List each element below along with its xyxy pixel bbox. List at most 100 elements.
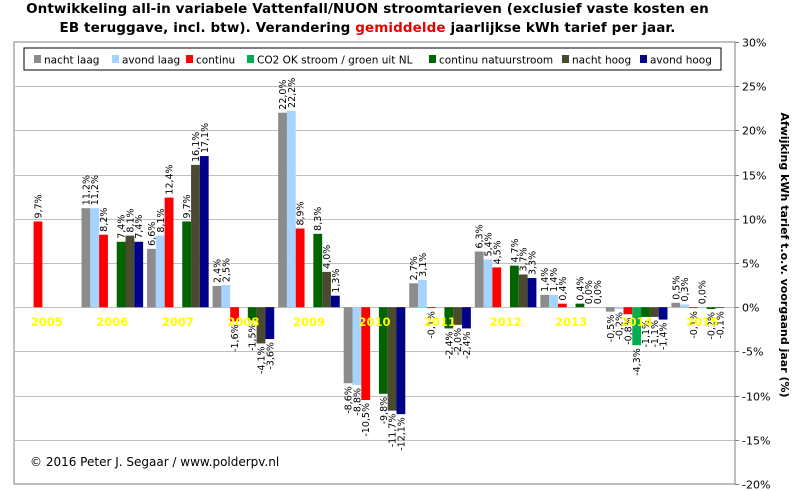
data-label: 3,7% [519, 247, 530, 271]
chart-title: Ontwikkeling all-in variabele Vattenfall… [0, 0, 735, 38]
data-label: 7,4% [117, 215, 128, 239]
bar [549, 294, 558, 308]
data-label: 22,0% [278, 80, 289, 110]
bar [256, 307, 266, 344]
bar [605, 307, 615, 312]
bar [247, 307, 257, 321]
legend-entry: nacht laag [44, 55, 99, 67]
legend-swatch [186, 55, 193, 63]
data-label: 6,3% [475, 224, 486, 248]
category-label: 2013 [555, 315, 587, 329]
bar [191, 164, 200, 308]
category-label: 2007 [162, 315, 194, 329]
data-label: -0,1% [689, 311, 700, 339]
legend-swatch [112, 55, 119, 63]
data-label: -1,6% [230, 324, 241, 352]
data-label: 11,2% [81, 175, 92, 205]
bar [689, 307, 698, 309]
data-label: 5,4% [483, 232, 494, 256]
bar [509, 265, 519, 308]
legend-entry: continu natuurstroom [439, 55, 553, 67]
bar [90, 208, 100, 308]
data-label: 0,4% [575, 277, 586, 301]
bar [155, 235, 165, 308]
data-label: 6,6% [147, 222, 158, 246]
y-axis-label: Afwijking kWh tarief t.o.v. voorgaand ja… [778, 112, 791, 397]
data-label: -4,1% [257, 346, 268, 374]
legend-swatch [640, 55, 647, 63]
bar [518, 274, 528, 308]
bar [426, 307, 436, 309]
category-label: 2011 [424, 315, 456, 329]
legend-entry: avond hoog [650, 55, 712, 67]
data-label: 3,1% [418, 253, 429, 277]
data-label: 8,1% [156, 208, 167, 232]
data-label: -0,1% [715, 311, 726, 339]
bar [715, 307, 725, 309]
bar [352, 307, 362, 385]
data-label: -2,4% [462, 331, 473, 359]
bar [164, 197, 174, 308]
y-tick-label: -10% [742, 391, 770, 404]
legend-box [23, 47, 722, 71]
bar [322, 271, 331, 308]
data-label: 2,7% [409, 256, 420, 280]
bar [614, 307, 624, 309]
data-label: 22,2% [287, 78, 298, 108]
gridlines [14, 42, 735, 485]
bar [649, 307, 659, 317]
y-tick-label: -5% [742, 346, 763, 359]
category-label: 2010 [358, 315, 390, 329]
category-label: 2006 [96, 315, 128, 329]
data-label: 12,4% [165, 164, 176, 194]
data-label: 1,3% [331, 269, 342, 293]
data-label: 11,2% [90, 175, 101, 205]
data-label: 4,0% [322, 245, 333, 269]
bar [632, 307, 642, 346]
data-label: 4,7% [510, 239, 521, 263]
category-label: 2015 [686, 315, 718, 329]
y-tick-label: -15% [742, 435, 770, 448]
data-label: 9,7% [182, 194, 193, 218]
title-line2-post: jaarlijkse kWh tarief per jaar. [445, 20, 676, 36]
data-label: 0,3% [680, 277, 691, 301]
category-label: 2008 [227, 315, 259, 329]
legend: nacht laag avond laag continu CO2 OK stroom… [23, 47, 722, 71]
bar [641, 307, 650, 317]
bar [387, 307, 397, 411]
data-label: -1,1% [641, 320, 652, 348]
bar [575, 303, 585, 308]
chart-title-line1: Ontwikkeling all-in variabele Vattenfall… [26, 1, 709, 17]
bar [221, 285, 231, 308]
data-label: -8,8% [352, 388, 363, 416]
bar [557, 303, 567, 308]
data-label: 8,9% [296, 201, 307, 225]
data-label: 16,1% [191, 132, 202, 162]
bar [409, 283, 419, 308]
data-label: 0,4% [558, 277, 569, 301]
category-label: 2009 [293, 315, 325, 329]
bar [418, 279, 427, 308]
legend-entry: avond laag [122, 55, 180, 67]
data-label: 8,1% [125, 208, 136, 232]
bars [33, 110, 725, 415]
y-tick-label: 30% [742, 37, 766, 50]
data-label: 0,0% [593, 280, 604, 304]
legend-entry: continu [196, 55, 235, 67]
chart-title-line2: EB teruggave, incl. btw). Verandering ge… [0, 19, 735, 38]
data-label: -2,4% [444, 331, 455, 359]
bar [199, 156, 209, 308]
data-label: -1,5% [248, 323, 259, 351]
data-label: 9,7% [33, 194, 44, 218]
bar [33, 221, 43, 308]
bar [265, 307, 275, 340]
bar [81, 208, 91, 308]
data-label: -1,4% [659, 323, 670, 351]
data-label: 3,3% [527, 251, 538, 275]
bar [658, 307, 668, 320]
y-tick-label: 10% [742, 214, 766, 227]
data-label: -12,1% [396, 417, 407, 451]
bar [286, 110, 296, 308]
credit-text: © 2016 Peter J. Segaar / www.polderpv.nl [30, 455, 279, 469]
